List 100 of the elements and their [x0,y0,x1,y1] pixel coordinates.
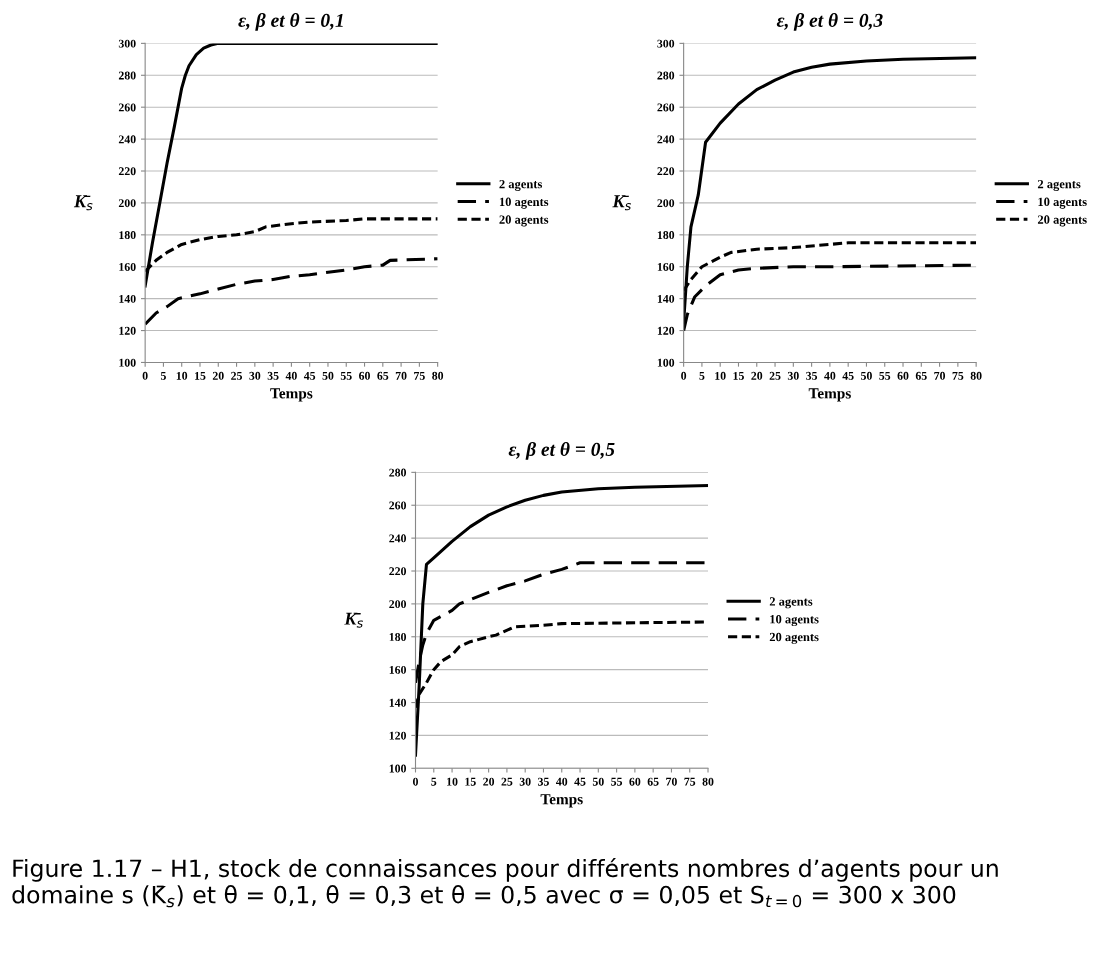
x-tick-label: 40 [824,371,836,380]
chart-title: ε, β et θ = 0,5 [508,442,615,460]
y-tick-label: 200 [657,199,675,208]
x-tick-label: 10 [447,777,458,786]
legend-label: 20 agents [1037,215,1087,227]
x-tick-label: 0 [681,371,687,380]
y-tick-label: 140 [119,294,136,303]
chart-title: ε, β et θ = 0,1 [238,13,343,31]
y-tick-label: 260 [389,501,407,510]
x-axis-title: Temps [540,794,583,808]
x-tick-label: 80 [702,777,714,786]
x-tick-label: 45 [574,777,586,786]
x-tick-label: 30 [787,371,799,380]
x-tick-label: 30 [249,371,261,380]
caption: Figure 1.17 – H1, stock de connaissances pour différents nombres d’agents pour un domaine s (K̄$_{s}$) et θ = 0,1, θ = 0,3 et θ = 0,5 avec σ = 0,05 et S$_{t=0}$ = 300 x 300 [12,857,998,908]
x-tick-label: 75 [684,777,696,786]
legend-label: 10 agents [499,197,549,209]
x-tick-label: 0 [413,777,418,786]
x-tick-label: 5 [160,371,166,380]
y-tick-label: 160 [389,665,407,674]
x-tick-label: 75 [414,371,425,380]
x-tick-label: 5 [431,777,437,786]
x-tick-label: 10 [715,371,726,380]
line-series [145,43,438,288]
x-tick-label: 20 [212,371,224,380]
x-tick-label: 0 [142,371,148,380]
y-tick-label: 280 [657,71,675,80]
legend-label: 20 agents [499,215,549,227]
x-tick-label: 75 [952,371,964,380]
y-tick-label: 180 [119,231,136,240]
x-tick-label: 30 [519,777,531,786]
y-tick-label: 240 [657,135,675,144]
y-tick-label: 240 [118,135,136,144]
x-tick-label: 70 [395,371,407,380]
y-axis-title: K̄$_{s}$ [612,195,632,211]
x-tick-label: 50 [861,371,872,380]
y-tick-label: 120 [389,731,407,740]
legend-label: 10 agents [1038,197,1087,209]
x-tick-label: 55 [611,777,623,786]
x-tick-label: 25 [501,777,513,786]
y-tick-label: 100 [657,358,675,367]
x-tick-label: 60 [629,777,641,786]
x-tick-label: 15 [195,371,206,380]
y-tick-label: 100 [389,764,407,773]
x-tick-label: 80 [970,371,982,380]
y-axis-title: K̄$_{s}$ [344,612,363,628]
x-tick-label: 20 [483,777,495,786]
legend-label: 2 agents [769,597,813,609]
y-tick-label: 220 [389,567,407,576]
x-tick-label: 40 [556,777,568,786]
y-tick-label: 240 [389,534,407,543]
legend-label: 2 agents [499,179,543,191]
y-tick-label: 300 [657,39,675,48]
y-tick-label: 220 [118,167,136,176]
x-tick-label: 25 [769,371,781,380]
x-tick-label: 15 [465,777,476,786]
x-tick-label: 45 [303,371,316,380]
x-tick-label: 35 [267,371,279,380]
y-tick-label: 200 [389,600,407,609]
y-tick-label: 180 [389,633,407,641]
y-tick-label: 280 [389,468,407,477]
x-tick-label: 10 [176,371,188,380]
x-tick-label: 55 [879,371,891,380]
y-tick-label: 300 [118,39,136,48]
y-tick-label: 140 [389,698,407,707]
x-tick-label: 5 [699,371,705,380]
x-tick-label: 65 [377,371,389,380]
x-tick-label: 60 [359,371,370,380]
x-axis-title: Temps [270,388,313,402]
x-tick-label: 40 [285,371,297,380]
legend-label: 2 agents [1037,179,1081,191]
legend-label: 20 agents [769,632,819,644]
x-tick-label: 35 [538,777,549,786]
x-tick-label: 60 [897,371,909,380]
y-tick-label: 220 [657,167,675,176]
x-tick-label: 45 [842,371,854,380]
x-tick-label: 25 [231,371,243,380]
x-tick-label: 70 [934,371,946,380]
y-tick-label: 180 [657,231,675,240]
x-tick-label: 65 [915,371,927,380]
line-series [415,483,709,757]
x-axis-title: Temps [808,388,851,402]
y-tick-label: 160 [119,262,136,271]
x-tick-label: 50 [592,777,604,786]
y-tick-label: 120 [119,326,136,335]
x-tick-label: 65 [647,777,659,786]
y-tick-label: 120 [657,326,675,335]
x-tick-label: 35 [806,371,818,380]
x-tick-label: 55 [340,371,352,380]
x-tick-label: 50 [322,371,334,380]
x-tick-label: 70 [666,777,677,786]
y-tick-label: 280 [118,71,136,80]
y-tick-label: 200 [118,199,136,208]
y-tick-label: 140 [657,294,675,303]
y-tick-label: 260 [657,103,675,112]
line-series [145,257,438,326]
x-tick-label: 20 [751,371,763,380]
chart-title: ε, β et θ = 0,3 [776,13,883,31]
x-tick-label: 80 [432,371,444,380]
legend-label: 10 agents [770,615,819,627]
